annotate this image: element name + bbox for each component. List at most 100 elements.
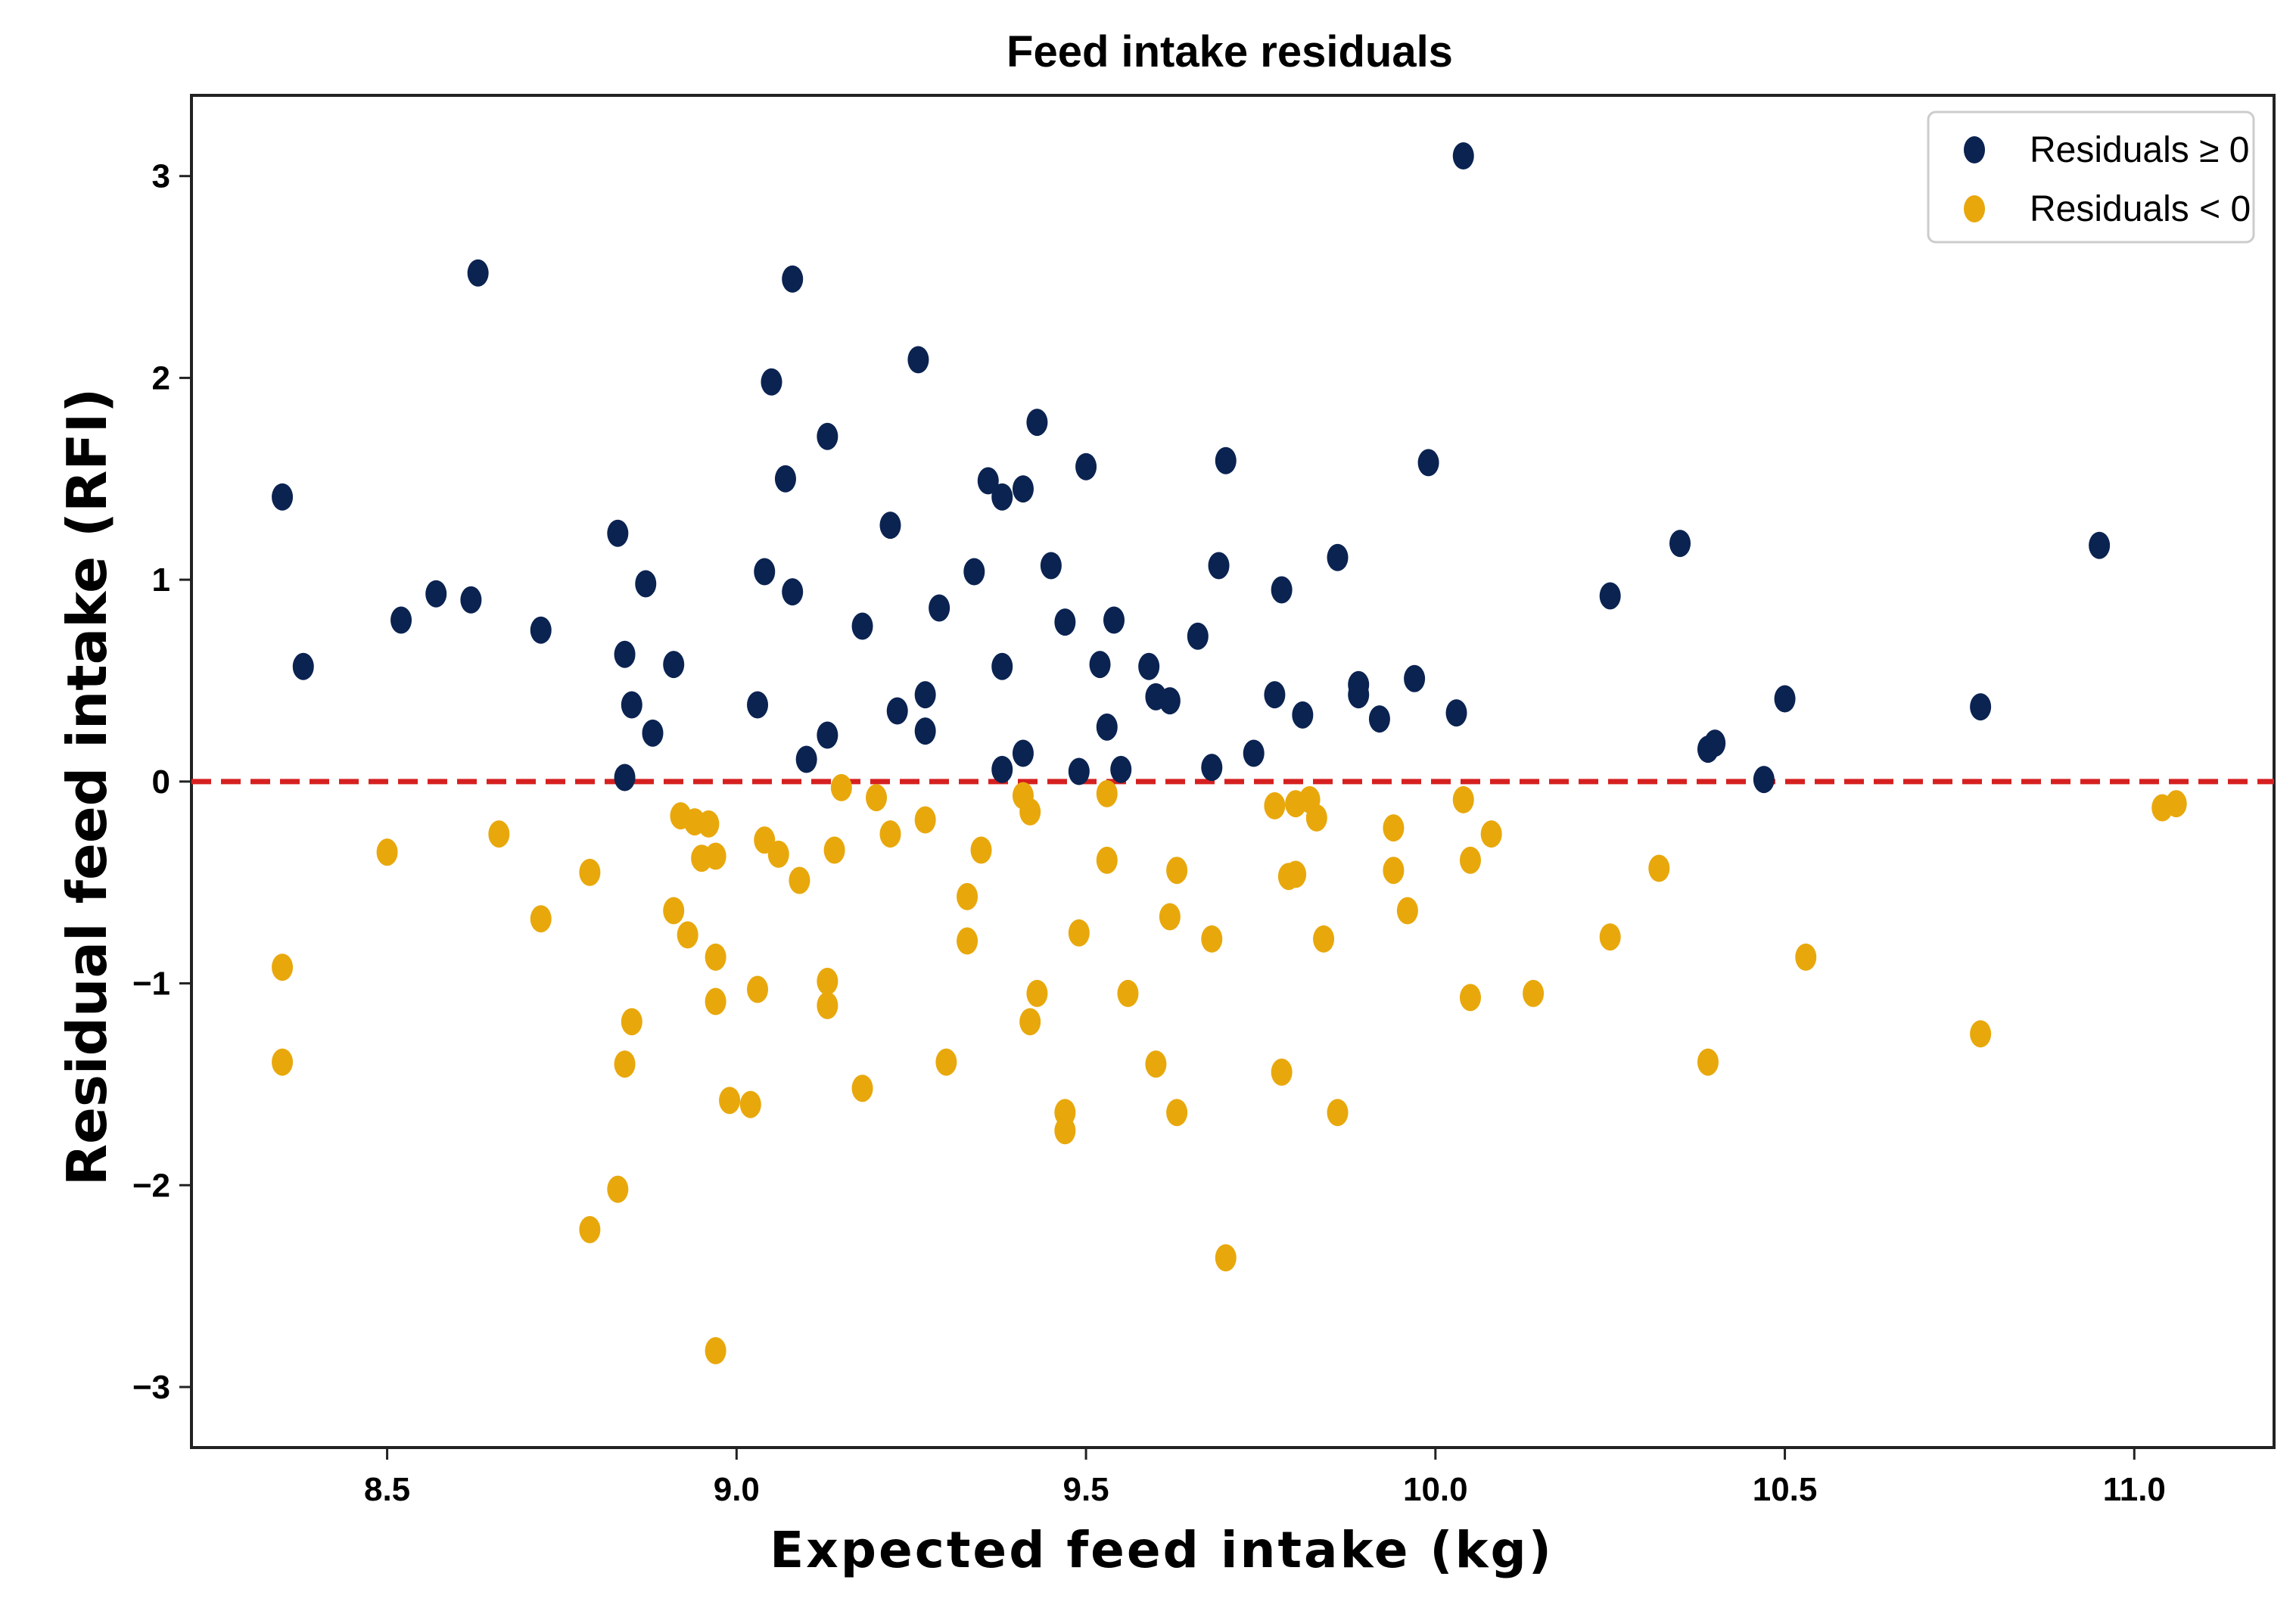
y-axis-label: Residual feed intake (RFI) xyxy=(55,388,119,1186)
point-residual-negative xyxy=(957,927,978,955)
point-residual-negative xyxy=(747,975,769,1003)
point-residual-nonnegative xyxy=(425,580,447,608)
point-residual-negative xyxy=(1166,857,1188,885)
point-residual-nonnegative xyxy=(1704,729,1726,757)
point-residual-negative xyxy=(1697,1048,1719,1076)
point-residual-negative xyxy=(272,1048,294,1076)
point-residual-nonnegative xyxy=(1271,576,1293,604)
point-residual-nonnegative xyxy=(635,570,657,598)
point-residual-negative xyxy=(823,836,845,864)
point-residual-nonnegative xyxy=(907,346,929,374)
point-residual-negative xyxy=(817,967,838,995)
point-residual-nonnegative xyxy=(761,368,782,396)
x-tick-label: 8.5 xyxy=(364,1471,410,1508)
point-residual-nonnegative xyxy=(1110,755,1132,783)
point-residual-negative xyxy=(719,1087,741,1115)
point-residual-nonnegative xyxy=(1159,687,1181,715)
point-residual-nonnegative xyxy=(963,558,985,586)
point-residual-nonnegative xyxy=(1445,699,1467,727)
point-residual-negative xyxy=(1096,846,1118,874)
point-residual-negative xyxy=(866,784,888,812)
point-residual-nonnegative xyxy=(663,651,685,679)
point-residual-nonnegative xyxy=(914,717,936,745)
point-residual-nonnegative xyxy=(1327,543,1349,571)
plot-area xyxy=(190,94,2276,1449)
point-residual-nonnegative xyxy=(614,640,636,668)
point-residual-nonnegative xyxy=(642,719,664,747)
point-residual-negative xyxy=(663,897,685,925)
point-residual-negative xyxy=(376,838,398,866)
point-residual-nonnegative xyxy=(929,594,950,622)
legend-marker-negative xyxy=(1964,195,1985,222)
point-residual-negative xyxy=(957,882,978,910)
point-residual-nonnegative xyxy=(991,755,1013,783)
point-residual-negative xyxy=(1166,1099,1188,1127)
y-tick-label: 0 xyxy=(152,764,170,801)
y-tick-label: −1 xyxy=(132,966,170,1003)
point-residual-negative xyxy=(614,1050,636,1078)
y-tick-label: −2 xyxy=(132,1167,170,1204)
y-tick-label: 3 xyxy=(152,158,170,195)
point-residual-negative xyxy=(739,1090,761,1118)
point-residual-negative xyxy=(1459,846,1481,874)
x-tick-label: 9.5 xyxy=(1062,1471,1109,1508)
point-residual-negative xyxy=(1054,1117,1076,1145)
point-residual-negative xyxy=(530,905,552,933)
point-residual-negative xyxy=(1096,779,1118,807)
point-residual-negative xyxy=(1970,1020,1992,1048)
point-residual-nonnegative xyxy=(1040,552,1062,580)
y-tick-label: −3 xyxy=(132,1369,170,1406)
legend-label-negative: Residuals < 0 xyxy=(2030,189,2251,229)
point-residual-negative xyxy=(879,820,901,848)
point-residual-nonnegative xyxy=(1599,582,1621,610)
point-residual-negative xyxy=(1396,897,1418,925)
point-residual-nonnegative xyxy=(977,467,999,495)
point-residual-negative xyxy=(851,1075,873,1103)
x-tick-label: 9.0 xyxy=(714,1471,760,1508)
point-residual-negative xyxy=(1271,1058,1293,1086)
point-residual-nonnegative xyxy=(467,259,489,287)
point-residual-nonnegative xyxy=(1417,449,1439,477)
point-residual-nonnegative xyxy=(851,612,873,640)
point-residual-negative xyxy=(621,1008,642,1036)
point-residual-negative xyxy=(1305,804,1327,832)
data-points xyxy=(272,142,2187,1364)
x-axis: 8.5 9.0 9.5 10.0 10.5 11.0 xyxy=(364,1448,2166,1508)
point-residual-nonnegative xyxy=(1012,739,1034,767)
point-residual-negative xyxy=(1145,1050,1167,1078)
point-residual-nonnegative xyxy=(1292,701,1314,729)
point-residual-nonnegative xyxy=(991,652,1013,680)
point-residual-nonnegative xyxy=(1243,739,1265,767)
point-residual-negative xyxy=(1159,903,1181,931)
point-residual-nonnegative xyxy=(747,691,769,719)
legend-marker-nonnegative xyxy=(1964,136,1985,163)
point-residual-nonnegative xyxy=(914,681,936,709)
point-residual-nonnegative xyxy=(1208,552,1230,580)
point-residual-nonnegative xyxy=(460,586,482,614)
point-residual-negative xyxy=(817,991,838,1019)
point-residual-negative xyxy=(1452,785,1474,813)
point-residual-nonnegative xyxy=(1404,664,1426,692)
point-residual-nonnegative xyxy=(991,483,1013,511)
point-residual-nonnegative xyxy=(1103,606,1125,634)
x-tick-label: 11.0 xyxy=(2103,1471,2166,1508)
point-residual-negative xyxy=(705,842,726,870)
point-residual-nonnegative xyxy=(1348,681,1370,709)
point-residual-negative xyxy=(1383,814,1405,842)
point-residual-negative xyxy=(1599,923,1621,951)
point-residual-nonnegative xyxy=(1215,446,1237,474)
point-residual-nonnegative xyxy=(774,465,796,493)
point-residual-nonnegative xyxy=(530,616,552,644)
point-residual-negative xyxy=(698,810,720,838)
x-tick-label: 10.5 xyxy=(1753,1471,1818,1508)
point-residual-nonnegative xyxy=(1264,681,1286,709)
point-residual-negative xyxy=(1019,798,1041,826)
point-residual-nonnegative xyxy=(1187,622,1209,650)
point-residual-negative xyxy=(579,1215,601,1243)
point-residual-nonnegative xyxy=(782,265,804,293)
point-residual-nonnegative xyxy=(1970,693,1992,721)
y-axis: −3 −2 −1 0 1 2 3 xyxy=(132,158,191,1406)
point-residual-negative xyxy=(1480,820,1502,848)
point-residual-nonnegative xyxy=(1138,652,1160,680)
point-residual-negative xyxy=(1383,857,1405,885)
